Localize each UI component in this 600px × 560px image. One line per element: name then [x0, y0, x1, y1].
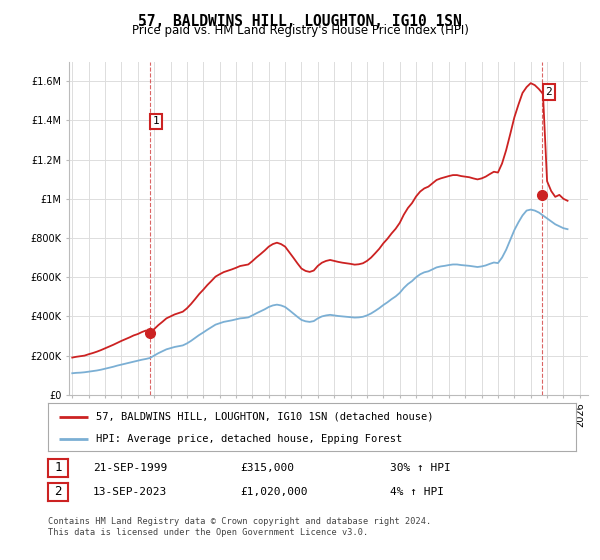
Text: 57, BALDWINS HILL, LOUGHTON, IG10 1SN (detached house): 57, BALDWINS HILL, LOUGHTON, IG10 1SN (d… [95, 412, 433, 422]
Text: HPI: Average price, detached house, Epping Forest: HPI: Average price, detached house, Eppi… [95, 434, 402, 444]
Text: 21-SEP-1999: 21-SEP-1999 [93, 463, 167, 473]
Text: 2: 2 [54, 486, 62, 498]
Text: 4% ↑ HPI: 4% ↑ HPI [390, 487, 444, 497]
Text: Price paid vs. HM Land Registry's House Price Index (HPI): Price paid vs. HM Land Registry's House … [131, 24, 469, 37]
Text: 30% ↑ HPI: 30% ↑ HPI [390, 463, 451, 473]
Text: £1,020,000: £1,020,000 [240, 487, 308, 497]
Text: 57, BALDWINS HILL, LOUGHTON, IG10 1SN: 57, BALDWINS HILL, LOUGHTON, IG10 1SN [138, 14, 462, 29]
Text: Contains HM Land Registry data © Crown copyright and database right 2024.
This d: Contains HM Land Registry data © Crown c… [48, 517, 431, 537]
Text: 1: 1 [153, 116, 160, 127]
Text: £315,000: £315,000 [240, 463, 294, 473]
Text: 13-SEP-2023: 13-SEP-2023 [93, 487, 167, 497]
Text: 2: 2 [545, 87, 552, 97]
Text: 1: 1 [54, 461, 62, 474]
